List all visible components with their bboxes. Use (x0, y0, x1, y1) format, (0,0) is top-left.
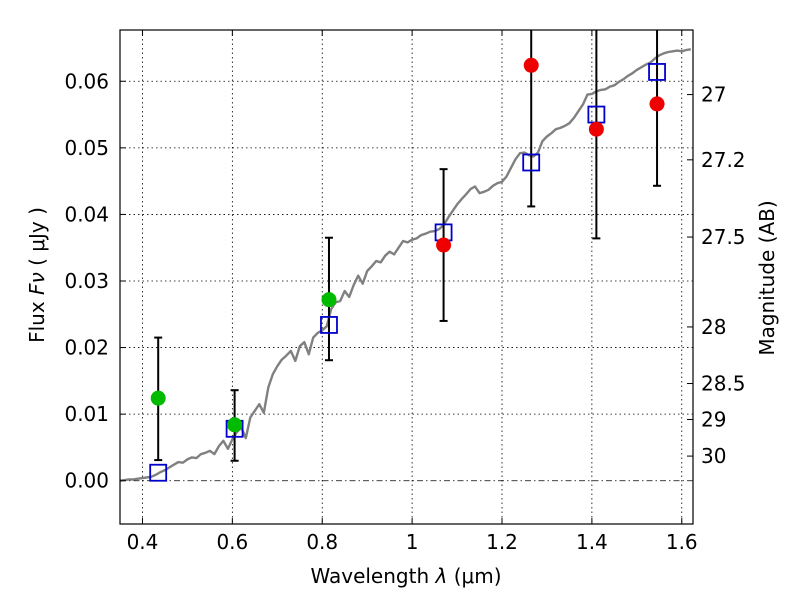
y-tick-label: 0.05 (64, 136, 109, 160)
x-tick-label: 0.4 (127, 530, 159, 554)
x-tick-label: 1.6 (666, 530, 698, 554)
y2-tick-label: 29 (701, 407, 726, 431)
y-tick-label: 0.04 (64, 202, 109, 226)
model-photometry-square (149, 463, 168, 482)
plot-frame (119, 29, 694, 525)
red-data-point (588, 121, 604, 137)
y2-tick-label: 27.2 (701, 148, 746, 172)
plot-area (120, 30, 691, 482)
y2-tick-label: 27 (701, 83, 726, 107)
x-tick-label: 1 (406, 530, 419, 554)
model-photometry-square (648, 63, 666, 81)
y-tick-label: 0.03 (64, 269, 109, 293)
axes: 0.4 0.6 0.8 1 1.2 1.4 1.6 0.00 0.01 0.02 0.03 0.04 0… (64, 30, 746, 554)
model-photometry-square (522, 153, 541, 172)
y-tick-label: 0.00 (64, 469, 109, 493)
red-data-point (649, 96, 665, 112)
y-tick-label: 0.01 (64, 402, 109, 426)
x-axis-symbol: λ (435, 564, 448, 588)
y2-tick-label: 30 (701, 444, 726, 468)
y2-tick-label: 27.5 (701, 225, 746, 249)
y-axis-unit: ( μJy ) (25, 207, 49, 266)
y-axis-title: Flux Fν ( μJy ) (25, 207, 49, 343)
x-tick-label: 1.4 (576, 530, 608, 554)
y-tick-label: 0.06 (64, 69, 109, 93)
green-data-point (321, 292, 337, 308)
y-axis-label: Flux (25, 301, 49, 343)
y2-tick-label: 28 (701, 315, 726, 339)
x-axis-unit: (μm) (454, 564, 502, 588)
grid-lines (120, 30, 693, 524)
x-tick-label: 1.2 (486, 530, 518, 554)
x-tick-label: 0.6 (216, 530, 248, 554)
y-axis-symbol: Fν (25, 272, 49, 295)
model-photometry-square (320, 316, 338, 334)
x-axis-title: Wavelength λ (μm) (310, 564, 501, 588)
green-data-point (227, 417, 243, 433)
red-data-point (436, 237, 452, 253)
green-data-point (150, 390, 166, 406)
y2-tick-label: 28.5 (701, 372, 746, 396)
x-axis-label: Wavelength (310, 564, 429, 588)
y-tick-label: 0.02 (64, 336, 109, 360)
y2-axis-title: Magnitude (AB) (755, 200, 779, 355)
red-data-point (523, 57, 539, 73)
x-tick-label: 0.8 (306, 530, 338, 554)
